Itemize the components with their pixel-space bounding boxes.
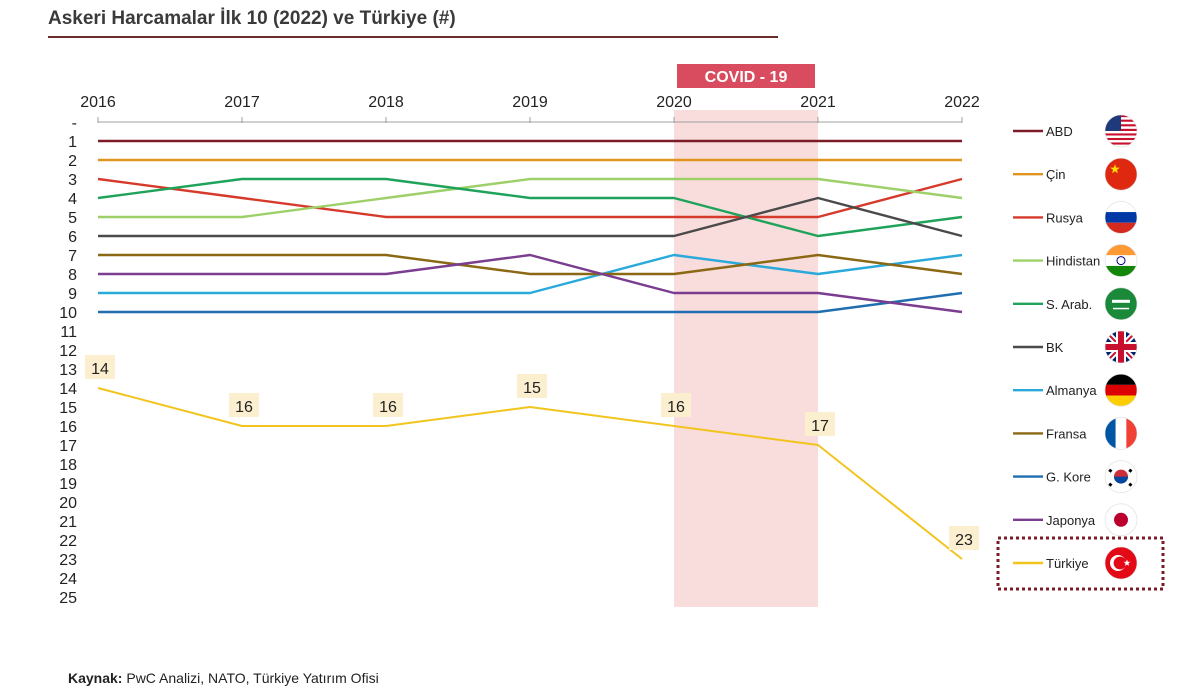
series-line-rusya xyxy=(97,177,963,219)
series-line-japonya xyxy=(98,253,963,314)
data-label: 16 xyxy=(235,399,253,416)
y-tick-label: 6 xyxy=(68,229,77,246)
data-label: 16 xyxy=(379,399,397,416)
series-line-hindistan xyxy=(98,177,963,219)
legend-label: Çin xyxy=(1046,167,1066,182)
legend-label: Fransa xyxy=(1046,426,1087,441)
y-tick-label: 1 xyxy=(68,134,77,151)
legend-item: Çin xyxy=(1013,157,1138,191)
y-tick-label: 15 xyxy=(59,400,77,417)
covid-label-box xyxy=(677,64,815,88)
covid-highlight-band xyxy=(674,110,818,607)
data-label-box xyxy=(517,374,547,398)
y-tick-label: 10 xyxy=(59,305,77,322)
series-line-fransa xyxy=(98,253,963,276)
y-tick-label: 20 xyxy=(59,495,77,512)
legend-label: Hindistan xyxy=(1046,254,1100,269)
y-tick-label: 17 xyxy=(59,438,77,455)
y-tick-label: 13 xyxy=(59,362,77,379)
title-underline xyxy=(48,36,778,38)
france-flag-icon xyxy=(1104,417,1138,450)
japan-flag-icon xyxy=(1104,503,1138,537)
x-tick-label: 2020 xyxy=(656,94,692,111)
usa-flag-icon xyxy=(1104,114,1138,148)
legend-item: G. Kore xyxy=(1013,460,1138,493)
data-label: 17 xyxy=(811,418,829,435)
legend-label: G. Kore xyxy=(1046,470,1091,485)
legend-item: Rusya xyxy=(1013,201,1138,234)
y-tick-label: 4 xyxy=(68,191,77,208)
x-tick-label: 2022 xyxy=(944,94,980,111)
x-tick-label: 2021 xyxy=(800,94,836,111)
legend-label: Rusya xyxy=(1046,210,1084,225)
y-tick-label: 3 xyxy=(68,172,77,189)
saudi-flag-icon xyxy=(1104,287,1138,321)
india-flag-icon xyxy=(1104,244,1138,277)
series-line-s-arab xyxy=(97,177,963,238)
legend-label: ABD xyxy=(1046,124,1073,139)
y-tick-label: 11 xyxy=(60,324,77,341)
legend-item: ABD xyxy=(1013,114,1138,148)
y-tick-label: - xyxy=(72,115,77,132)
covid-label: COVID - 19 xyxy=(705,69,788,86)
x-tick-label: 2016 xyxy=(80,94,116,111)
y-tick-label: 8 xyxy=(68,267,77,284)
data-label: 23 xyxy=(955,532,973,549)
y-tick-label: 22 xyxy=(59,533,77,550)
y-tick-label: 21 xyxy=(59,514,77,531)
data-label-box xyxy=(805,412,835,436)
uk-flag-icon xyxy=(1104,330,1138,364)
legend-item: S. Arab. xyxy=(1013,287,1138,321)
legend-label: Türkiye xyxy=(1046,556,1089,571)
data-label-box xyxy=(949,526,979,550)
y-tick-label: 7 xyxy=(68,248,77,265)
source-text: PwC Analizi, NATO, Türkiye Yatırım Ofisi xyxy=(122,670,379,686)
y-tick-label: 24 xyxy=(59,571,77,588)
china-flag-icon xyxy=(1104,157,1138,191)
data-label: 14 xyxy=(91,361,109,378)
russia-flag-icon xyxy=(1104,201,1138,234)
legend-label: Almanya xyxy=(1046,383,1097,398)
y-tick-label: 25 xyxy=(59,590,77,607)
x-tick-label: 2019 xyxy=(512,94,548,111)
data-label: 15 xyxy=(523,380,541,397)
korea-flag-icon xyxy=(1104,460,1138,493)
y-tick-label: 12 xyxy=(59,343,77,360)
series-line-türkiye xyxy=(97,387,963,560)
legend-item: Türkiye xyxy=(1013,546,1138,580)
data-label-box xyxy=(661,393,691,417)
y-tick-label: 9 xyxy=(68,286,77,303)
data-label: 16 xyxy=(667,399,685,416)
germany-flag-icon xyxy=(1104,373,1138,407)
data-label-box xyxy=(85,355,115,379)
y-tick-label: 14 xyxy=(59,381,77,398)
ranking-line-chart: COVID - 19 2016 2017 2018 2019 2020 2021 2022-… xyxy=(59,64,1165,607)
legend-item: Almanya xyxy=(1013,373,1138,407)
turkey-flag-icon xyxy=(1104,546,1138,580)
data-label-box xyxy=(373,393,403,417)
legend-label: S. Arab. xyxy=(1046,297,1092,312)
y-tick-label: 23 xyxy=(59,552,77,569)
legend-item: Japonya xyxy=(1013,503,1138,537)
x-tick-label: 2017 xyxy=(224,94,260,111)
series-line-almanya xyxy=(98,253,963,295)
legend-item: BK xyxy=(1013,330,1138,364)
y-tick-label: 19 xyxy=(59,476,77,493)
source-label: Kaynak: xyxy=(68,670,123,686)
y-tick-label: 5 xyxy=(68,210,77,227)
source-note: Kaynak: PwC Analizi, NATO, Türkiye Yatır… xyxy=(68,670,379,686)
legend-label: BK xyxy=(1046,340,1064,355)
chart-title: Askeri Harcamalar İlk 10 (2022) ve Türki… xyxy=(48,8,456,29)
data-label-box xyxy=(229,393,259,417)
series-line-g-kore xyxy=(98,291,963,314)
y-tick-label: 2 xyxy=(68,153,77,170)
legend-label: Japonya xyxy=(1046,513,1096,528)
y-tick-label: 16 xyxy=(59,419,77,436)
x-tick-label: 2018 xyxy=(368,94,404,111)
y-tick-label: 18 xyxy=(59,457,77,474)
series-line-bk xyxy=(98,196,963,238)
legend-item: Hindistan xyxy=(1013,244,1138,277)
legend-item: Fransa xyxy=(1013,417,1138,450)
